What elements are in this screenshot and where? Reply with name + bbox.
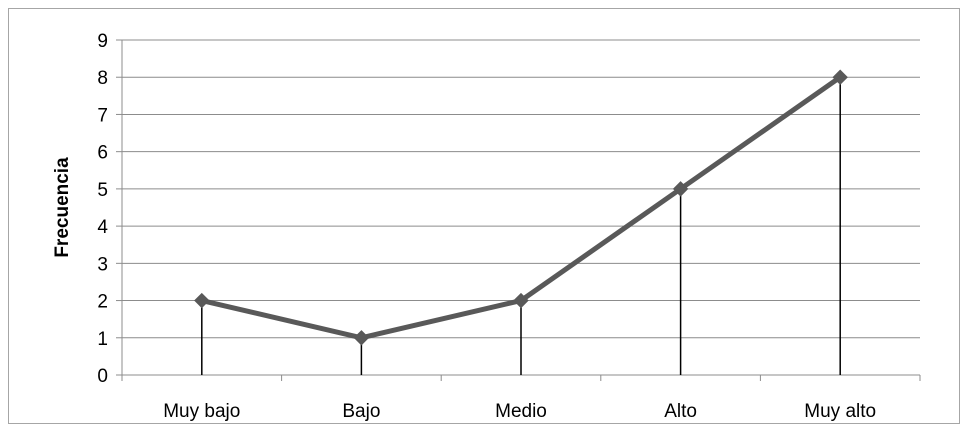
y-tick-label-8: 8 <box>97 68 108 89</box>
y-tick-label-1: 1 <box>97 329 108 350</box>
data-point-4 <box>832 69 848 85</box>
axes <box>116 39 921 381</box>
y-tick-label-6: 6 <box>97 143 108 164</box>
y-tick-label-3: 3 <box>97 254 108 275</box>
series <box>194 69 848 346</box>
x-tick-label-2: Medio <box>495 401 547 422</box>
y-axis-title: Frecuencia <box>52 157 73 258</box>
x-tick-label-4: Muy alto <box>804 401 876 422</box>
y-tick-label-2: 2 <box>97 292 108 313</box>
y-tick-label-0: 0 <box>97 366 108 387</box>
y-tick-label-9: 9 <box>97 31 108 52</box>
y-tick-label-5: 5 <box>97 180 108 201</box>
data-point-2 <box>513 292 529 309</box>
data-point-0 <box>194 292 210 309</box>
x-tick-label-1: Bajo <box>342 401 380 422</box>
x-tick-label-0: Muy bajo <box>163 401 240 422</box>
x-tick-label-3: Alto <box>664 401 697 422</box>
data-point-1 <box>353 330 370 346</box>
data-point-3 <box>672 181 689 197</box>
y-tick-label-4: 4 <box>97 217 108 238</box>
y-tick-label-7: 7 <box>97 105 108 126</box>
tick-labels: 0 1 2 3 4 5 6 7 8 9 Muy bajo Bajo Medio Alto Muy alto <box>97 31 876 422</box>
